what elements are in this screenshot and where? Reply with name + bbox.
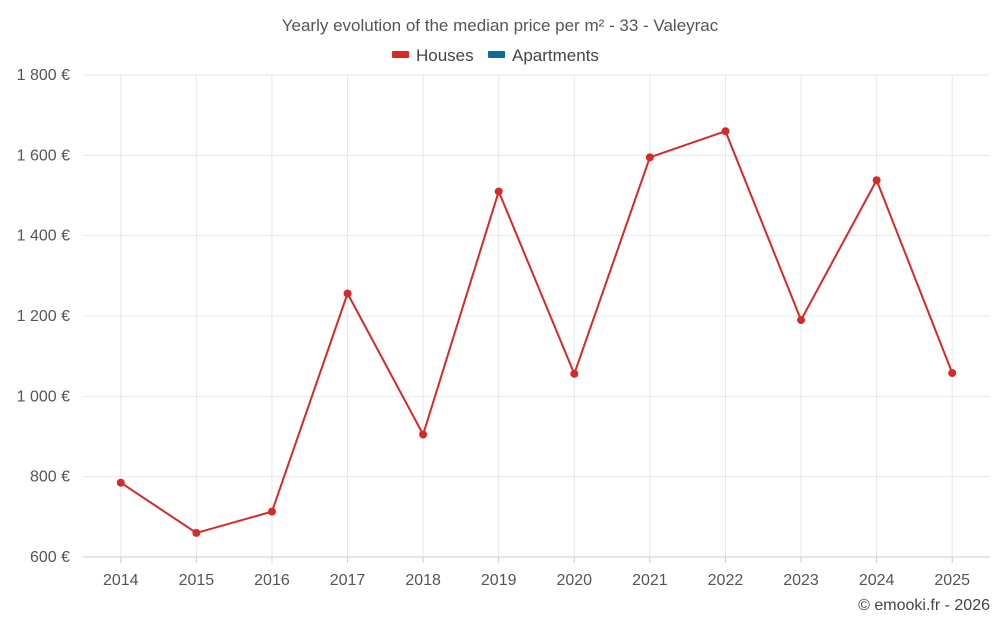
- credit: © emooki.fr - 2026: [858, 597, 990, 614]
- y-tick-label: 1 200 €: [17, 308, 70, 325]
- x-tick-label: 2024: [859, 572, 895, 589]
- x-tick-label: 2022: [708, 572, 744, 589]
- data-point-2021[interactable]: [645, 153, 654, 162]
- y-tick-label: 1 600 €: [17, 147, 70, 164]
- data-point-2025[interactable]: [948, 369, 957, 378]
- legend-swatch-apartments: [488, 51, 505, 58]
- y-axis: 600 € 800 € 1 000 € 1 200 € 1 400 € 1 600 € 1 …: [17, 67, 70, 566]
- data-point-2019[interactable]: [494, 187, 503, 196]
- x-tick-label: 2025: [934, 572, 970, 589]
- data-point-2015[interactable]: [192, 528, 201, 537]
- x-tick-label: 2018: [405, 572, 441, 589]
- legend: Houses Apartments: [392, 46, 599, 65]
- x-tick-label: 2019: [481, 572, 517, 589]
- legend-item-apartments[interactable]: Apartments: [488, 46, 599, 65]
- y-tick-label: 600 €: [30, 549, 70, 566]
- legend-label-apartments: Apartments: [512, 46, 599, 65]
- data-point-2017[interactable]: [343, 289, 352, 298]
- y-tick-label: 1 400 €: [17, 228, 70, 245]
- x-tick-label: 2017: [330, 572, 366, 589]
- grid: [83, 74, 990, 558]
- data-point-2016[interactable]: [267, 507, 276, 516]
- data-point-2024[interactable]: [872, 176, 881, 185]
- y-tick-label: 1 800 €: [17, 67, 70, 84]
- x-tick-label: 2023: [783, 572, 819, 589]
- data-point-2020[interactable]: [570, 369, 579, 378]
- chart-title: Yearly evolution of the median price per…: [282, 16, 719, 35]
- x-tick-label: 2014: [103, 572, 139, 589]
- y-tick-label: 800 €: [30, 469, 70, 486]
- series-line-houses: [120, 130, 954, 534]
- legend-swatch-houses: [392, 51, 409, 58]
- data-point-2018[interactable]: [419, 430, 428, 439]
- data-point-2022[interactable]: [721, 127, 730, 136]
- series-houses: [116, 127, 957, 537]
- x-tick-label: 2016: [254, 572, 290, 589]
- legend-label-houses: Houses: [416, 46, 474, 65]
- x-axis: 2014 2015 2016 2017 2018 2019 2020 2021 2022 2023…: [103, 557, 970, 589]
- x-tick-label: 2015: [179, 572, 215, 589]
- legend-item-houses[interactable]: Houses: [392, 46, 474, 65]
- y-tick-label: 1 000 €: [17, 388, 70, 405]
- x-tick-label: 2021: [632, 572, 668, 589]
- data-point-2014[interactable]: [116, 478, 125, 487]
- data-point-2023[interactable]: [797, 316, 806, 325]
- x-tick-label: 2020: [556, 572, 592, 589]
